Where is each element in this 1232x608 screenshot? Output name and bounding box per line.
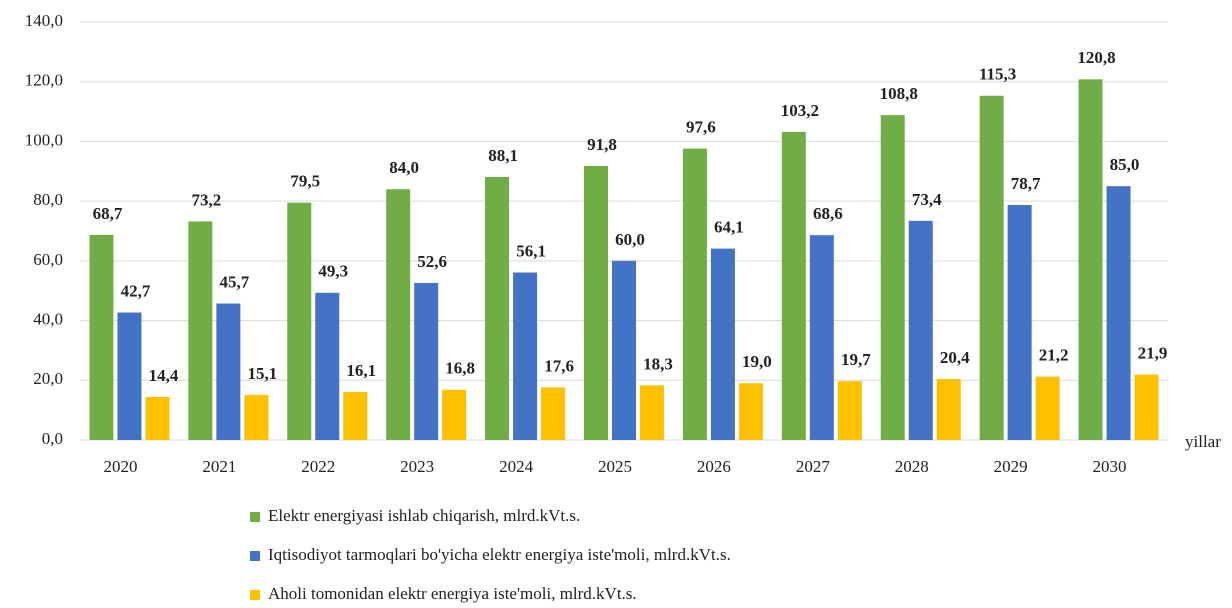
data-label: 120,8 xyxy=(1077,48,1115,67)
x-tick-label: 2026 xyxy=(697,457,731,476)
bar xyxy=(584,165,608,440)
bar xyxy=(485,176,510,441)
bar xyxy=(1134,374,1159,440)
bar xyxy=(1106,186,1131,440)
x-tick-label: 2030 xyxy=(1093,457,1127,476)
y-tick-label: 40,0 xyxy=(33,309,63,328)
legend-swatch xyxy=(250,551,260,561)
bar xyxy=(1078,79,1103,440)
x-tick-label: 2023 xyxy=(400,457,434,476)
bar xyxy=(287,202,312,440)
y-tick-label: 0,0 xyxy=(42,429,63,448)
bar xyxy=(936,379,961,440)
legend-label: Iqtisodiyot tarmoqlari bo'yicha elektr e… xyxy=(268,545,731,564)
data-label: 108,8 xyxy=(880,84,918,103)
data-label: 73,2 xyxy=(191,190,221,209)
bar xyxy=(710,248,735,440)
data-label: 91,8 xyxy=(587,135,617,154)
data-label: 42,7 xyxy=(121,281,151,300)
data-label: 17,6 xyxy=(544,356,574,375)
bar xyxy=(244,394,269,440)
bar xyxy=(145,397,170,440)
data-label: 18,3 xyxy=(643,354,673,373)
x-tick-label: 2025 xyxy=(598,457,632,476)
legend-label: Elektr energiyasi ishlab chiqarish, mlrd… xyxy=(268,506,580,525)
x-tick-label: 2027 xyxy=(796,457,831,476)
bar xyxy=(386,189,411,440)
data-label: 16,1 xyxy=(346,361,376,380)
y-tick-label: 140,0 xyxy=(25,11,63,30)
data-label: 45,7 xyxy=(219,272,249,291)
bar xyxy=(979,95,1004,441)
bar xyxy=(188,221,213,440)
bar xyxy=(908,220,933,440)
bar xyxy=(315,292,340,440)
data-label: 20,4 xyxy=(940,348,970,367)
x-tick-label: 2022 xyxy=(301,457,335,476)
bar xyxy=(1035,376,1060,440)
data-label: 14,4 xyxy=(149,366,179,385)
y-tick-label: 100,0 xyxy=(25,130,63,149)
data-label: 68,6 xyxy=(813,204,843,223)
legend-swatch xyxy=(250,512,260,522)
y-tick-label: 60,0 xyxy=(33,250,63,269)
x-axis-label: yillar xyxy=(1185,432,1221,451)
y-tick-label: 20,0 xyxy=(33,369,63,388)
data-label: 56,1 xyxy=(516,241,546,260)
data-label: 64,1 xyxy=(714,218,744,237)
x-tick-label: 2024 xyxy=(499,457,534,476)
y-tick-label: 120,0 xyxy=(25,71,63,90)
bar xyxy=(809,235,834,440)
bar xyxy=(541,387,566,440)
data-label: 21,9 xyxy=(1138,344,1168,363)
data-label: 52,6 xyxy=(417,252,447,271)
bar xyxy=(612,260,636,440)
data-label: 79,5 xyxy=(290,172,320,191)
data-label: 88,1 xyxy=(488,146,518,165)
x-tick-label: 2029 xyxy=(994,457,1028,476)
data-label: 115,3 xyxy=(979,65,1016,84)
x-tick-label: 2021 xyxy=(202,457,236,476)
y-tick-label: 80,0 xyxy=(33,190,63,209)
data-label: 21,2 xyxy=(1039,346,1069,365)
x-tick-label: 2028 xyxy=(895,457,929,476)
bar xyxy=(343,391,368,440)
data-label: 60,0 xyxy=(615,230,645,249)
bar xyxy=(442,389,467,440)
bar xyxy=(513,272,538,440)
bar xyxy=(880,115,905,440)
bar xyxy=(781,131,806,441)
bar xyxy=(89,234,114,440)
data-label: 73,4 xyxy=(912,190,942,209)
data-label: 19,0 xyxy=(742,352,772,371)
bar xyxy=(216,303,241,440)
data-label: 68,7 xyxy=(93,204,123,223)
legend-swatch xyxy=(250,590,260,600)
data-label: 49,3 xyxy=(318,262,348,281)
x-tick-label: 2020 xyxy=(103,457,137,476)
bar xyxy=(837,381,862,440)
legend-label: Aholi tomonidan elektr energiya iste'mol… xyxy=(268,584,637,603)
data-label: 78,7 xyxy=(1011,174,1041,193)
data-label: 84,0 xyxy=(389,158,419,177)
bar xyxy=(414,282,439,440)
data-label: 19,7 xyxy=(841,350,871,369)
bar xyxy=(1007,205,1032,440)
bar xyxy=(682,148,707,440)
data-label: 16,8 xyxy=(445,359,475,378)
data-label: 85,0 xyxy=(1110,155,1140,174)
bar xyxy=(117,312,142,440)
bar xyxy=(640,385,664,440)
data-label: 103,2 xyxy=(781,101,819,120)
data-label: 97,6 xyxy=(686,118,716,137)
data-label: 15,1 xyxy=(247,364,277,383)
bar xyxy=(738,383,763,440)
